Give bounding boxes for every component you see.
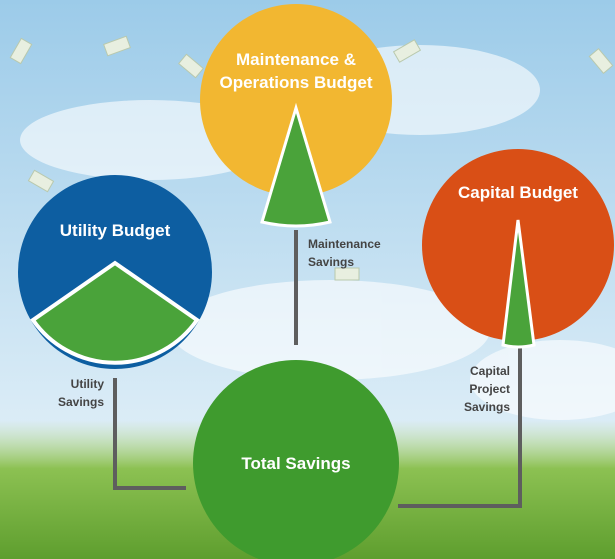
- capital-wedge: [501, 219, 536, 349]
- node-label: Capital Budget: [458, 183, 578, 202]
- flow-label: Utility: [71, 377, 105, 391]
- flow-label: Savings: [464, 400, 510, 414]
- connector: [113, 378, 186, 490]
- node-label: Total Savings: [241, 454, 350, 473]
- maintenance-wedge: [260, 102, 332, 228]
- bills: [9, 35, 614, 281]
- total-circle: [193, 360, 399, 559]
- flow-label: Project: [469, 382, 510, 396]
- connector: [398, 345, 522, 508]
- flow-label: Savings: [308, 255, 354, 269]
- node-label: Operations Budget: [219, 73, 372, 92]
- flow-label: Capital: [470, 364, 510, 378]
- flow-label: Savings: [58, 395, 104, 409]
- flow-label: Maintenance: [308, 237, 381, 251]
- maintenance-circle: [200, 4, 392, 196]
- node-label: Utility Budget: [60, 221, 171, 240]
- node-label: Maintenance &: [236, 50, 356, 69]
- utility-wedge: [30, 260, 200, 365]
